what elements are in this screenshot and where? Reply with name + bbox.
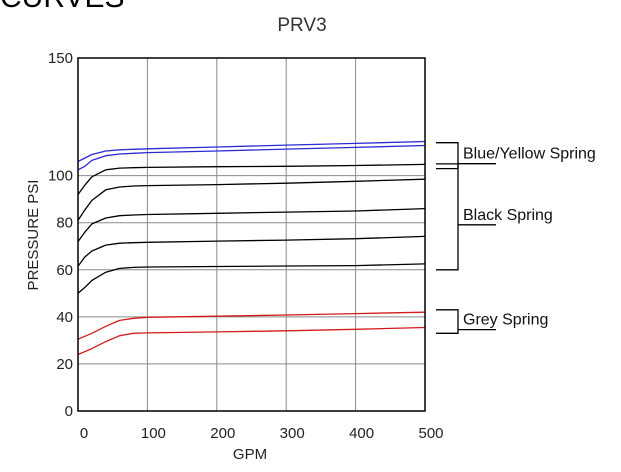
cut-off-heading: CURVES [0,0,124,14]
x-tick-label-400: 400 [349,425,374,442]
x-tick-label-0: 0 [80,425,88,442]
x-tick-label-100: 100 [141,425,166,442]
tick-labels: 0 100 200 300 400 500 0 20 40 60 80 100 150 [48,50,444,442]
chart-title: PRV3 [277,15,326,36]
series-line-6 [77,235,426,267]
y-tick-label-60: 60 [56,262,73,279]
series-lines [77,140,426,356]
y-tick-label-80: 80 [56,215,73,232]
plot-frame [77,57,426,412]
group-bracket-2 [436,163,496,271]
x-axis-label: GPM [233,446,267,463]
y-tick-label-0: 0 [65,403,73,420]
axes [77,57,426,412]
y-tick-label-40: 40 [56,309,73,326]
y-axis-label: PRESSURE PSI [25,180,42,291]
y-tick-label-150: 150 [48,50,73,67]
group-label-3: Grey Spring [463,312,548,329]
series-line-5 [77,207,426,242]
series-line-2 [77,144,426,171]
series-line-8 [77,311,426,340]
series-line-7 [77,263,426,294]
series-line-3 [77,163,426,195]
y-tick-label-20: 20 [56,356,73,373]
group-label-1: Blue/Yellow Spring [463,146,596,163]
series-line-1 [77,140,426,163]
group-label-2: Black Spring [463,207,553,224]
series-line-9 [77,326,426,356]
series-line-4 [77,178,426,221]
grid-lines [78,58,425,411]
x-tick-label-200: 200 [210,425,235,442]
y-tick-label-100: 100 [48,168,73,185]
x-tick-label-500: 500 [418,425,443,442]
group-bracket-1 [436,142,496,170]
group-bracket-3 [436,309,496,334]
spring-brackets: Blue/Yellow Spring Black Spring Grey Sprin… [436,142,596,334]
x-tick-label-300: 300 [280,425,305,442]
